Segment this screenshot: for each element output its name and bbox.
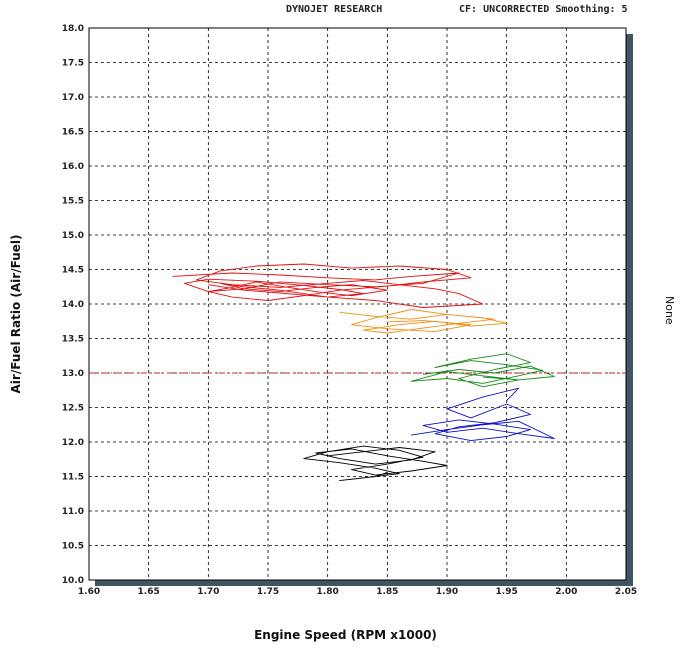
y-tick-label: 11.5 <box>62 473 84 483</box>
y-tick-label: 15.0 <box>62 231 84 241</box>
y-tick-label: 14.5 <box>62 266 84 276</box>
x-tick-label: 1.65 <box>138 587 160 597</box>
y-tick-label: 14.0 <box>62 300 84 310</box>
y-tick-label: 13.0 <box>62 369 84 379</box>
y-tick-label: 16.5 <box>62 128 84 138</box>
x-tick-label: 2.05 <box>615 587 637 597</box>
y-tick-label: 18.0 <box>62 24 84 34</box>
series-line-0 <box>172 263 484 308</box>
header-info: CF: UNCORRECTED Smoothing: 5 <box>459 4 628 15</box>
plot-shadow <box>95 34 633 586</box>
series-line-3 <box>411 387 555 442</box>
plot-shadow-bottom <box>95 580 633 586</box>
x-tick-label: 1.80 <box>317 587 339 597</box>
y-tick-label: 15.5 <box>62 197 84 207</box>
x-tick-label: 2.00 <box>555 587 577 597</box>
x-tick-label: 1.85 <box>376 587 398 597</box>
header-company: DYNOJET RESEARCH <box>286 4 383 15</box>
x-tick-label: 1.95 <box>496 587 518 597</box>
y-tick-label: 10.0 <box>62 576 84 586</box>
series-line-1 <box>339 309 508 334</box>
data-series <box>172 263 555 482</box>
y-tick-label: 12.0 <box>62 438 84 448</box>
x-tick-label: 1.90 <box>436 587 458 597</box>
series-line-4 <box>303 445 448 482</box>
y-tick-label: 12.5 <box>62 404 84 414</box>
series-line-2 <box>410 353 555 388</box>
y-axis-label: Air/Fuel Ratio (Air/Fuel) <box>9 234 23 394</box>
y-tick-label: 13.5 <box>62 335 84 345</box>
y-tick-label: 10.5 <box>62 542 84 552</box>
plot-shadow-right <box>626 34 633 586</box>
y-tick-label: 16.0 <box>62 162 84 172</box>
right-axis-label: None <box>663 296 676 325</box>
x-tick-label: 1.70 <box>197 587 219 597</box>
y-tick-label: 17.5 <box>62 59 84 69</box>
y-tick-label: 11.0 <box>62 507 84 517</box>
x-axis-label: Engine Speed (RPM x1000) <box>254 628 437 642</box>
y-tick-label: 17.0 <box>62 93 84 103</box>
x-tick-label: 1.75 <box>257 587 279 597</box>
y-tick-labels: 10.0 10.5 11.0 11.5 12.0 12.5 13.0 13.5 14.0 14.5… <box>62 24 84 586</box>
x-tick-label: 1.60 <box>78 587 100 597</box>
x-tick-labels: 1.60 1.65 1.70 1.75 1.80 1.85 1.90 1.95 2.00 2.05 <box>78 587 637 597</box>
grid-lines <box>88 27 627 581</box>
plot-area <box>88 27 627 581</box>
